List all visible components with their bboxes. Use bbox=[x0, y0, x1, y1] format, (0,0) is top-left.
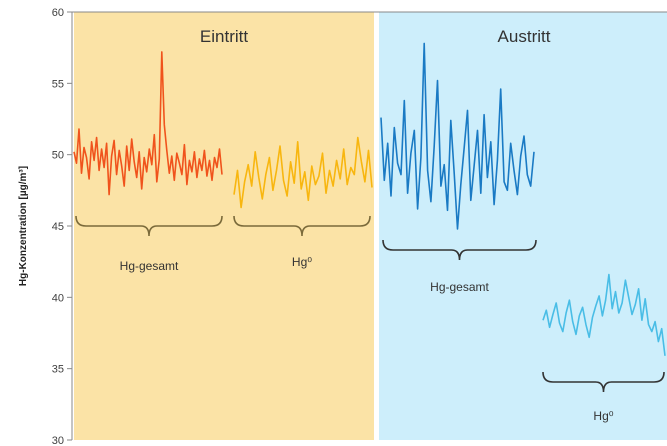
series-line-2 bbox=[380, 42, 535, 230]
y-tick-label: 40 bbox=[52, 292, 64, 304]
y-tick-label: 35 bbox=[52, 364, 64, 376]
y-tick-label: 45 bbox=[52, 221, 64, 233]
y-axis: 30 35 40 45 50 55 60 Hg-Konzentration [µg/m³] bbox=[18, 7, 667, 446]
region-title-1: Austritt bbox=[498, 27, 551, 46]
bracket-label-1: Hg⁰ bbox=[292, 255, 312, 269]
y-tick-label: 50 bbox=[52, 150, 64, 162]
bracket-layer: Hg-gesamt Hg⁰ Hg-gesamt Hg⁰ bbox=[75, 215, 665, 423]
bracket-label-2: Hg-gesamt bbox=[430, 280, 489, 294]
series-line-3 bbox=[542, 273, 666, 356]
bracket-3 bbox=[542, 371, 665, 393]
bracket-2 bbox=[382, 239, 537, 261]
series-line-1 bbox=[233, 136, 373, 209]
region-title-0: Eintritt bbox=[200, 27, 248, 46]
bracket-0 bbox=[75, 215, 223, 237]
y-tick-label: 30 bbox=[52, 435, 64, 446]
bracket-1 bbox=[233, 215, 371, 237]
bracket-label-0: Hg-gesamt bbox=[120, 259, 179, 273]
bracket-label-3: Hg⁰ bbox=[593, 409, 613, 423]
series-layer bbox=[73, 42, 666, 356]
y-tick-label: 60 bbox=[52, 7, 64, 19]
series-line-0 bbox=[73, 51, 223, 196]
y-axis-label: Hg-Konzentration [µg/m³] bbox=[18, 166, 29, 286]
region-1 bbox=[379, 12, 667, 440]
y-tick-label: 55 bbox=[52, 78, 64, 90]
